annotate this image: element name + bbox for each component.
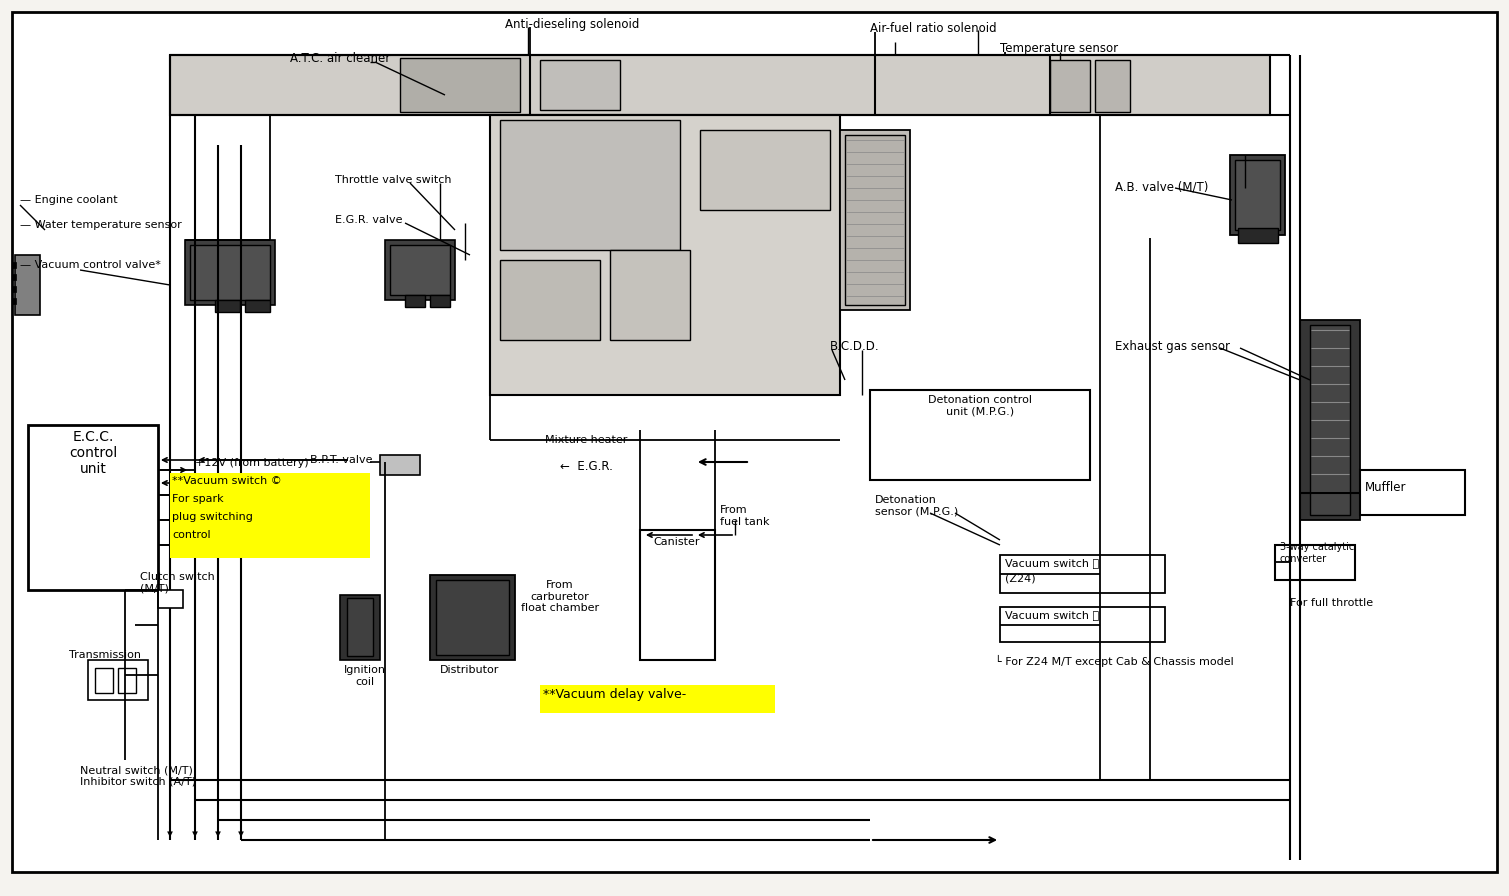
Text: Clutch switch
(M/T): Clutch switch (M/T) bbox=[140, 572, 214, 594]
Text: Muffler: Muffler bbox=[1366, 480, 1406, 494]
Bar bbox=[118, 668, 136, 693]
Bar bbox=[1310, 325, 1351, 515]
Bar bbox=[1234, 160, 1280, 230]
Text: A.T.C. air cleaner: A.T.C. air cleaner bbox=[290, 52, 391, 65]
Bar bbox=[171, 473, 370, 558]
Bar bbox=[12, 286, 17, 292]
Bar bbox=[12, 262, 17, 268]
Text: Neutral switch (M/T)
Inhibitor switch (A/T): Neutral switch (M/T) Inhibitor switch (A… bbox=[80, 765, 196, 787]
Bar bbox=[640, 530, 715, 660]
Bar bbox=[389, 245, 450, 295]
Bar bbox=[95, 668, 113, 693]
Text: From
fuel tank: From fuel tank bbox=[720, 505, 770, 527]
Text: Canister: Canister bbox=[653, 537, 700, 547]
Bar bbox=[15, 255, 41, 315]
Bar bbox=[1000, 555, 1165, 593]
Text: — Water temperature sensor: — Water temperature sensor bbox=[20, 220, 181, 230]
Text: ←  E.G.R.: ← E.G.R. bbox=[560, 460, 613, 473]
Bar bbox=[1360, 470, 1465, 515]
Text: E.G.R. valve: E.G.R. valve bbox=[335, 215, 403, 225]
Bar bbox=[1230, 155, 1286, 235]
Text: Anti-dieseling solenoid: Anti-dieseling solenoid bbox=[506, 18, 640, 31]
Bar bbox=[380, 455, 420, 475]
Bar bbox=[1237, 228, 1278, 243]
Bar bbox=[1275, 545, 1355, 580]
Text: — Engine coolant: — Engine coolant bbox=[20, 195, 118, 205]
Text: └ For Z24 M/T except Cab & Chassis model: └ For Z24 M/T except Cab & Chassis model bbox=[994, 655, 1234, 667]
Text: A.B. valve (M/T): A.B. valve (M/T) bbox=[1115, 180, 1209, 193]
Bar bbox=[871, 390, 1089, 480]
Bar bbox=[190, 245, 270, 300]
Text: B.P.T. valve: B.P.T. valve bbox=[309, 455, 373, 465]
Bar bbox=[490, 115, 841, 395]
Text: Detonation
sensor (M.P.G.): Detonation sensor (M.P.G.) bbox=[875, 495, 958, 517]
Bar bbox=[12, 298, 17, 304]
Bar bbox=[29, 425, 158, 590]
Bar bbox=[158, 590, 183, 608]
Bar bbox=[171, 55, 1271, 115]
Bar bbox=[430, 575, 515, 660]
Bar bbox=[845, 135, 905, 305]
Text: Air-fuel ratio solenoid: Air-fuel ratio solenoid bbox=[871, 22, 996, 35]
Text: Temperature sensor: Temperature sensor bbox=[1000, 42, 1118, 55]
Bar bbox=[841, 130, 910, 310]
Bar bbox=[540, 60, 620, 110]
Text: Transmission: Transmission bbox=[69, 650, 140, 660]
Text: Ignition
coil: Ignition coil bbox=[344, 665, 386, 686]
Text: control: control bbox=[172, 530, 211, 540]
Text: For spark: For spark bbox=[172, 494, 223, 504]
Bar bbox=[186, 240, 275, 305]
Text: Vacuum switch Ⓐ: Vacuum switch Ⓐ bbox=[1005, 558, 1099, 568]
Text: Distributor: Distributor bbox=[441, 665, 499, 675]
Bar bbox=[700, 130, 830, 210]
Text: Mixture heater: Mixture heater bbox=[545, 435, 628, 445]
Text: Vacuum switch Ⓑ: Vacuum switch Ⓑ bbox=[1005, 610, 1099, 620]
Bar bbox=[430, 295, 450, 307]
Bar bbox=[244, 300, 270, 312]
Text: +12V (from battery): +12V (from battery) bbox=[195, 458, 309, 468]
Text: **Vacuum delay valve-: **Vacuum delay valve- bbox=[543, 688, 687, 701]
Bar bbox=[385, 240, 456, 300]
Text: From
carburetor
float chamber: From carburetor float chamber bbox=[521, 580, 599, 613]
Bar bbox=[214, 300, 240, 312]
Text: Throttle valve switch: Throttle valve switch bbox=[335, 175, 451, 185]
Bar bbox=[400, 58, 521, 112]
Text: E.C.C.
control
unit: E.C.C. control unit bbox=[69, 430, 118, 477]
Text: B.C.D.D.: B.C.D.D. bbox=[830, 340, 880, 353]
Text: Detonation control
unit (M.P.G.): Detonation control unit (M.P.G.) bbox=[928, 395, 1032, 417]
Text: **Vacuum switch ©: **Vacuum switch © bbox=[172, 476, 282, 486]
Circle shape bbox=[448, 592, 498, 642]
Bar bbox=[436, 580, 509, 655]
Bar bbox=[499, 260, 601, 340]
Text: Exhaust gas sensor: Exhaust gas sensor bbox=[1115, 340, 1230, 353]
Bar bbox=[610, 250, 690, 340]
Text: — Vacuum control valve*: — Vacuum control valve* bbox=[20, 260, 161, 270]
Bar bbox=[540, 685, 776, 713]
Bar bbox=[340, 595, 380, 660]
Text: 3-way catalytic
converter: 3-way catalytic converter bbox=[1280, 542, 1354, 564]
Bar bbox=[1096, 60, 1130, 112]
Bar bbox=[88, 660, 148, 700]
Text: (Z24): (Z24) bbox=[1005, 573, 1035, 583]
Bar bbox=[1299, 320, 1360, 520]
Bar bbox=[1050, 60, 1089, 112]
Bar bbox=[499, 120, 681, 250]
Bar bbox=[12, 274, 17, 280]
Bar bbox=[404, 295, 426, 307]
Bar bbox=[347, 598, 373, 656]
Text: For full throttle: For full throttle bbox=[1290, 598, 1373, 608]
Bar bbox=[1000, 607, 1165, 642]
Text: plug switching: plug switching bbox=[172, 512, 254, 522]
